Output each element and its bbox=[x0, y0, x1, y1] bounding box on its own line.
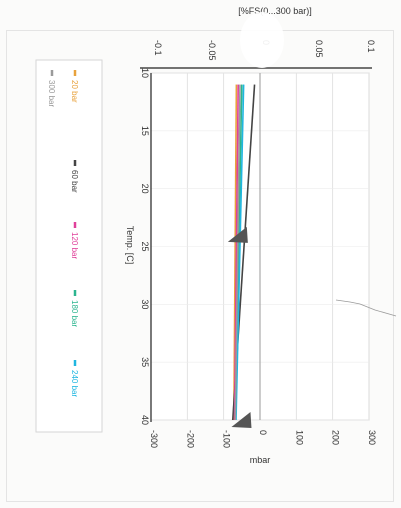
scan-glare bbox=[240, 12, 284, 68]
mbar-tick-label: -100 bbox=[222, 430, 232, 448]
sheet-frame bbox=[6, 30, 394, 502]
fs-tick-label: -0.05 bbox=[207, 40, 217, 61]
series-line-20-bar bbox=[233, 84, 238, 421]
legend-label: 60 bar bbox=[70, 170, 79, 193]
series-line-300-bar bbox=[234, 84, 241, 421]
temp-tick-label: 25 bbox=[140, 241, 150, 251]
fs-axis-title: [%FS(0...300 bar)] bbox=[238, 6, 312, 16]
mbar-tick-label: 200 bbox=[331, 430, 341, 445]
temp-tick-label: 10 bbox=[140, 68, 150, 78]
temp-tick-label: 15 bbox=[140, 126, 150, 136]
temp-axis-title: Temp. [C] bbox=[125, 226, 135, 265]
legend: 20 bar 60 bar 120 bar 180 bar 240 bar 300 bar bbox=[35, 59, 103, 433]
legend-label: 180 bar bbox=[70, 300, 79, 327]
pencil-mark bbox=[335, 299, 397, 317]
fs-tick-label: -0.1 bbox=[153, 40, 163, 56]
temp-tick-label: 35 bbox=[140, 357, 150, 367]
mbar-tick-label: 100 bbox=[294, 430, 304, 445]
legend-label: 20 bar bbox=[70, 80, 79, 103]
data-marker bbox=[231, 412, 252, 428]
series-line-120-bar bbox=[233, 84, 239, 421]
mbar-tick-label: 300 bbox=[367, 430, 377, 445]
fs-tick-label: 0.1 bbox=[366, 40, 376, 53]
fs-tick-label: 0.05 bbox=[314, 40, 324, 58]
temp-tick-label: 30 bbox=[140, 299, 150, 309]
mbar-tick-label: -200 bbox=[185, 430, 195, 448]
plot-area: 10 15 20 25 30 35 40 Temp. [C] -300 -200 -100 0 100 2… bbox=[125, 6, 397, 465]
legend-label: 120 bar bbox=[70, 232, 79, 259]
legend-label: 240 bar bbox=[70, 370, 79, 397]
series-line-240-bar bbox=[235, 84, 245, 421]
mbar-tick-label: -300 bbox=[149, 430, 159, 448]
legend-label: 300 bar bbox=[47, 80, 56, 107]
data-marker bbox=[227, 226, 248, 243]
temp-tick-label: 20 bbox=[140, 184, 150, 194]
mbar-axis-title: mbar bbox=[250, 455, 271, 465]
legend-box bbox=[35, 59, 103, 433]
mbar-tick-label: 0 bbox=[258, 430, 268, 435]
temp-tick-label: 40 bbox=[140, 415, 150, 425]
